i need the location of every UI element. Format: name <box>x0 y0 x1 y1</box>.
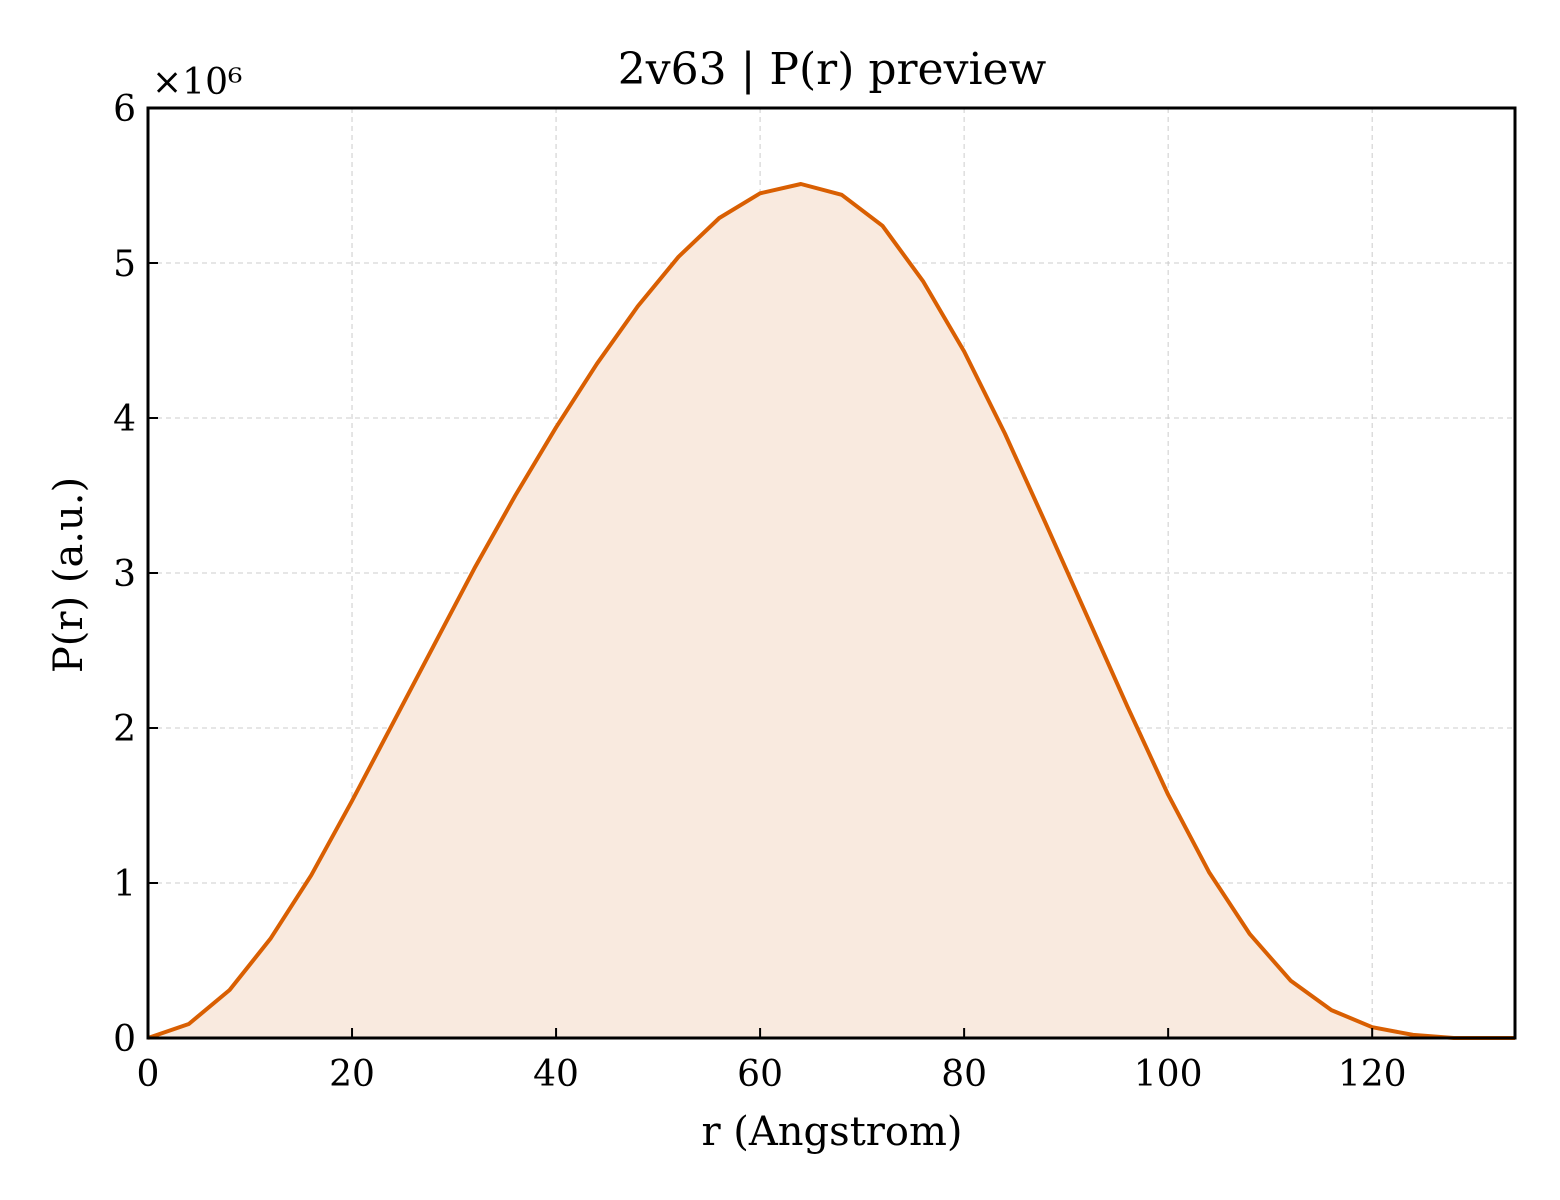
y-tick-label: 3 <box>113 554 136 595</box>
y-tick-label: 2 <box>113 709 136 750</box>
x-tick-label: 120 <box>1338 1054 1407 1095</box>
series-line <box>147 182 1515 1040</box>
axis-ticks: 0 20 40 60 80 100 120 0 1 2 3 4 5 6 <box>113 89 1406 1095</box>
y-tick-label: 1 <box>113 864 136 905</box>
x-tick-label: 100 <box>1134 1054 1203 1095</box>
x-tick-label: 60 <box>737 1054 783 1095</box>
x-tick-label: 40 <box>533 1054 579 1095</box>
x-tick-label: 20 <box>329 1054 375 1095</box>
x-axis-label: r (Angstrom) <box>701 1109 962 1155</box>
x-tick-label: 0 <box>137 1054 160 1095</box>
y-tick-label: 5 <box>113 244 136 285</box>
area-fill <box>148 184 1515 1038</box>
y-tick-label: 0 <box>113 1019 136 1060</box>
y-tick-label: 4 <box>113 399 136 440</box>
y-scale-label: ×10⁶ <box>152 62 242 103</box>
chart-title: 2v63 | P(r) preview <box>618 44 1047 95</box>
y-tick-label: 6 <box>113 89 136 130</box>
y-axis-label: P(r) (a.u.) <box>46 477 92 673</box>
x-tick-label: 80 <box>941 1054 987 1095</box>
